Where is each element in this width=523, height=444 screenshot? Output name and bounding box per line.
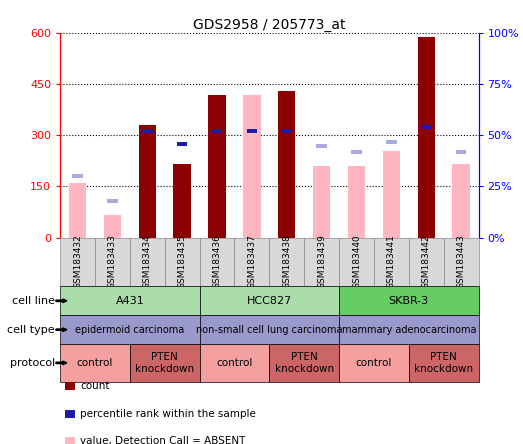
- Bar: [417, 37, 435, 238]
- Bar: [313, 166, 331, 238]
- Bar: [208, 95, 226, 238]
- Bar: [139, 125, 156, 238]
- Bar: [348, 166, 365, 238]
- Bar: [247, 129, 257, 133]
- Text: cell line: cell line: [12, 296, 55, 306]
- Bar: [339, 286, 479, 315]
- Bar: [165, 238, 200, 286]
- Text: protocol: protocol: [9, 358, 55, 368]
- Bar: [60, 315, 200, 344]
- Text: control: control: [77, 358, 113, 368]
- Text: count: count: [80, 381, 109, 391]
- Text: GSM183439: GSM183439: [317, 234, 326, 289]
- Bar: [374, 238, 409, 286]
- Text: epidermoid carcinoma: epidermoid carcinoma: [75, 325, 185, 335]
- Text: PTEN
knockdown: PTEN knockdown: [414, 352, 473, 374]
- Bar: [174, 164, 191, 238]
- Text: HCC827: HCC827: [247, 296, 292, 306]
- Bar: [316, 143, 327, 148]
- Bar: [234, 238, 269, 286]
- Bar: [104, 215, 121, 238]
- Text: GSM183440: GSM183440: [352, 234, 361, 289]
- Text: value, Detection Call = ABSENT: value, Detection Call = ABSENT: [80, 436, 245, 444]
- Bar: [200, 315, 339, 344]
- Bar: [130, 238, 165, 286]
- Bar: [383, 151, 400, 238]
- Text: SKBR-3: SKBR-3: [389, 296, 429, 306]
- Bar: [142, 129, 153, 133]
- Text: mammary adenocarcinoma: mammary adenocarcinoma: [342, 325, 476, 335]
- Bar: [200, 344, 269, 382]
- Bar: [339, 238, 374, 286]
- Text: GSM183442: GSM183442: [422, 234, 431, 289]
- Bar: [243, 95, 260, 238]
- Bar: [60, 344, 130, 382]
- Bar: [386, 139, 396, 143]
- Text: cell type: cell type: [7, 325, 55, 335]
- Bar: [456, 150, 467, 154]
- Bar: [60, 238, 95, 286]
- Text: A431: A431: [116, 296, 144, 306]
- Text: PTEN
knockdown: PTEN knockdown: [275, 352, 334, 374]
- Bar: [95, 238, 130, 286]
- Text: percentile rank within the sample: percentile rank within the sample: [80, 408, 256, 419]
- Bar: [421, 125, 431, 129]
- Bar: [269, 344, 339, 382]
- Bar: [409, 238, 444, 286]
- Bar: [269, 238, 304, 286]
- Bar: [452, 164, 470, 238]
- Bar: [304, 238, 339, 286]
- Bar: [69, 183, 86, 238]
- Bar: [60, 286, 200, 315]
- Text: GSM183436: GSM183436: [212, 234, 222, 289]
- Text: control: control: [217, 358, 253, 368]
- Bar: [130, 344, 200, 382]
- Bar: [278, 91, 295, 238]
- Bar: [72, 174, 83, 178]
- Text: GSM183435: GSM183435: [178, 234, 187, 289]
- Bar: [339, 315, 479, 344]
- Text: GSM183438: GSM183438: [282, 234, 291, 289]
- Bar: [281, 129, 292, 133]
- Text: non-small cell lung carcinoma: non-small cell lung carcinoma: [196, 325, 343, 335]
- Bar: [351, 150, 362, 154]
- Bar: [177, 142, 187, 146]
- Bar: [107, 199, 118, 203]
- Text: GSM183437: GSM183437: [247, 234, 256, 289]
- Text: PTEN
knockdown: PTEN knockdown: [135, 352, 195, 374]
- Bar: [409, 344, 479, 382]
- Bar: [200, 286, 339, 315]
- Text: GSM183432: GSM183432: [73, 234, 82, 289]
- Text: GSM183441: GSM183441: [387, 234, 396, 289]
- Text: GSM183434: GSM183434: [143, 234, 152, 289]
- Text: GSM183433: GSM183433: [108, 234, 117, 289]
- Bar: [339, 344, 409, 382]
- Bar: [212, 129, 222, 133]
- Bar: [444, 238, 479, 286]
- Text: control: control: [356, 358, 392, 368]
- Bar: [200, 238, 234, 286]
- Title: GDS2958 / 205773_at: GDS2958 / 205773_at: [193, 18, 346, 32]
- Text: GSM183443: GSM183443: [457, 234, 465, 289]
